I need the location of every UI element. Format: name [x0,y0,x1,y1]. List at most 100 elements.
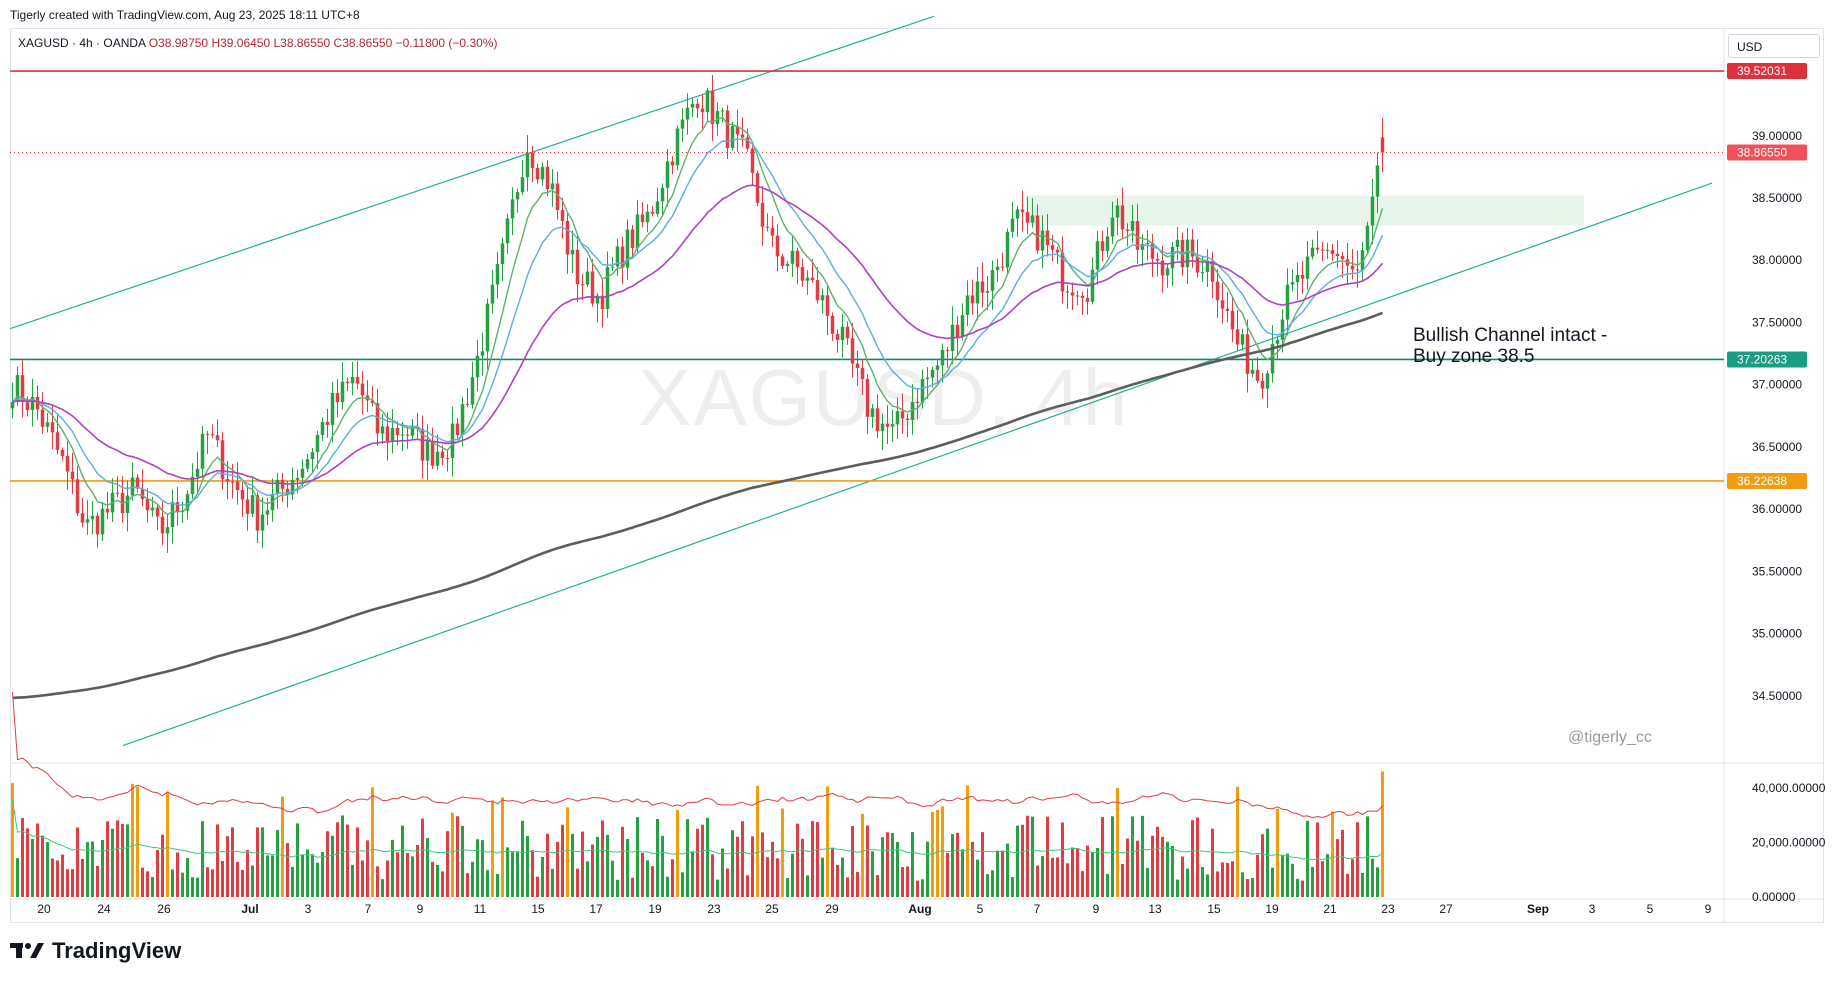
volume-bar [366,840,369,897]
volume-bar [161,834,164,897]
candle-body [255,495,260,531]
candle-body [565,220,570,255]
volume-bar [346,824,349,897]
volume-bar [51,858,54,897]
volume-bar [641,853,644,897]
candle-body [250,495,255,514]
candle-body [505,218,510,244]
candle-body [600,295,605,310]
volume-bar [151,877,154,897]
candle-body [210,434,215,436]
time-tick-label: 9 [1093,902,1100,916]
volume-bar [246,850,249,897]
candle-body [265,510,270,515]
volume-bar [901,867,904,897]
candle-body [1210,260,1215,282]
volume-bar [946,852,949,897]
volume-bar [551,868,554,897]
volume-bar [886,832,889,897]
volume-bar [1036,865,1039,897]
candle-body [1320,249,1325,251]
candle-body [980,281,985,293]
volume-bar [76,827,79,897]
volume-bar [436,864,439,897]
volume-bar [646,860,649,897]
brand-name: TradingView [52,938,182,963]
volume-bar [11,783,14,897]
time-tick-label: 5 [977,902,984,916]
volume-bar [371,787,374,897]
volume-bar [356,827,359,897]
candle-body [1205,260,1210,273]
volume-bar [911,832,914,897]
volume-bar [281,796,284,897]
volume-bar [1231,861,1234,897]
symbol-legend[interactable]: XAGUSD · 4h · OANDA O38.98750 H39.06450 … [18,36,497,50]
volume-group [11,771,1384,897]
candle-body [1235,329,1240,345]
volume-bar [486,870,489,897]
price-badge-support [1727,351,1807,368]
currency-selector[interactable]: USD [1728,34,1820,58]
candle-body [425,441,430,461]
candle-body [755,173,760,203]
tradingview-logo[interactable]: TradingView [10,938,181,964]
candle-body [495,264,500,285]
candle-body [780,256,785,266]
chart-annotation[interactable]: Bullish Channel intact - Buy zone 38.5 [1413,325,1607,367]
volume-bar [921,879,924,897]
candle-body [935,365,940,370]
candle-body [835,333,840,341]
volume-bar [66,869,69,897]
volume-bar [401,825,404,897]
candle-body [765,226,770,228]
volume-bar [236,861,239,897]
volume-bar [1201,867,1204,897]
candle-body [350,376,355,384]
candle-body [915,401,920,403]
candle-body [645,211,650,223]
candle-body [285,488,290,495]
volume-bar [36,823,39,897]
volume-bar [211,869,214,897]
volume-bar [251,865,254,897]
candle-body [555,183,560,211]
volume-bar [876,875,879,897]
candle-body [1175,239,1180,247]
candle-body [515,192,520,200]
candle-body [605,267,610,310]
volume-bar [1181,856,1184,897]
candle-body [825,295,830,316]
candle-body [395,428,400,436]
ema-slow-line [12,184,1384,485]
volume-bar [456,816,459,897]
candle-body [740,134,745,138]
candle-body [1005,231,1010,268]
time-tick-label: Jul [241,902,258,916]
candle-body [135,477,140,489]
candle-body [960,315,965,338]
candle-body [1265,373,1270,389]
candle-body [225,478,230,482]
candle-body [335,392,340,403]
volume-bar [776,858,779,897]
candle-body [440,451,445,459]
candle-body [130,477,135,496]
time-tick-label: 19 [1265,902,1279,916]
time-tick-label: 9 [1705,902,1712,916]
candle-body [105,508,110,513]
volume-bar [966,785,969,897]
price-tick-label: 38.00000 [1752,253,1802,267]
volume-bar [216,824,219,897]
symbol-info[interactable]: XAGUSD · 4h · OANDA [18,36,146,50]
price-tick-label: 37.50000 [1752,315,1802,329]
volume-bar [736,836,739,897]
volume-bar [406,852,409,897]
candle-body [610,266,615,268]
candle-body [1100,241,1105,251]
candle-body [685,107,690,120]
candle-body [820,295,825,301]
volume-bar [596,836,599,897]
candle-body [1230,310,1235,330]
